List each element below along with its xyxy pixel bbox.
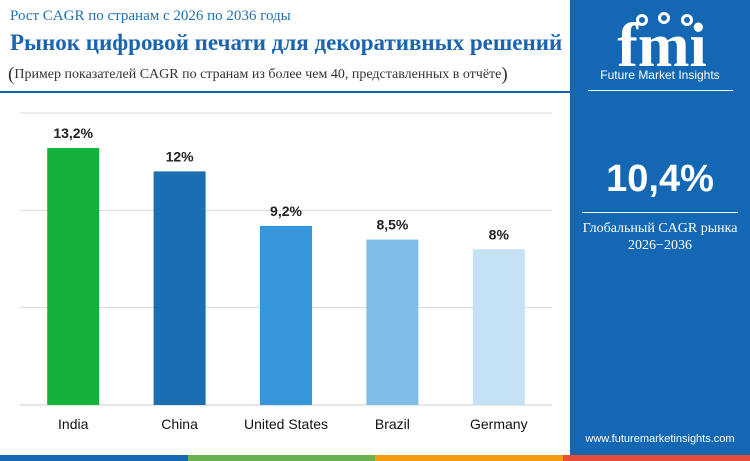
x-tick-label: Brazil: [375, 416, 410, 432]
global-cagr-period: 2026−2036: [628, 238, 692, 253]
chart-note: (Пример показателей CAGR по странам из б…: [8, 64, 508, 85]
sidebar-divider: [582, 212, 738, 213]
bar-united-states: [260, 225, 312, 405]
bar-brazil: [366, 239, 419, 405]
data-label: 8%: [489, 226, 510, 242]
bar-germany: [472, 249, 525, 405]
data-label: 12%: [166, 148, 195, 164]
chart-subtitle: Рост CAGR по странам с 2026 по 2036 годы: [10, 8, 291, 24]
chart-note-text: Пример показателей CAGR по странам из бо…: [14, 67, 502, 82]
logo-tagline: Future Market Insights: [600, 68, 720, 82]
chart-header: Рост CAGR по странам с 2026 по 2036 годы…: [0, 0, 570, 93]
bottom-bar-segment: [562, 455, 750, 461]
bottom-color-bar: [0, 455, 750, 461]
global-cagr-label: Глобальный CAGR рынка: [582, 221, 738, 236]
data-label: 13,2%: [53, 125, 93, 141]
x-tick-label: United States: [244, 416, 328, 432]
sidebar-divider-top: [588, 90, 733, 91]
bar-chart: 13,2% India 12% China 9,2% United States 8,5% B…: [20, 112, 552, 432]
global-cagr-value: 10,4%: [606, 158, 714, 200]
header-divider: [0, 91, 570, 93]
website-link[interactable]: www.futuremarketinsights.com: [585, 433, 735, 445]
bottom-bar-segment: [0, 455, 188, 461]
data-label: 8,5%: [376, 217, 408, 233]
chart-title: Рынок цифровой печати для декоративных р…: [10, 30, 563, 55]
sidebar-panel: fmi Future Market Insights 10,4% Глобаль…: [570, 0, 750, 461]
x-tick-label: Germany: [470, 416, 528, 432]
data-label: 9,2%: [270, 203, 302, 219]
bar-china: [153, 171, 206, 405]
x-tick-label: India: [58, 416, 89, 432]
x-tick-label: China: [161, 416, 198, 432]
bottom-bar-segment: [187, 455, 375, 461]
bottom-bar-segment: [375, 455, 563, 461]
fmi-logo: fmi: [617, 12, 707, 80]
bar-india: [47, 148, 100, 405]
